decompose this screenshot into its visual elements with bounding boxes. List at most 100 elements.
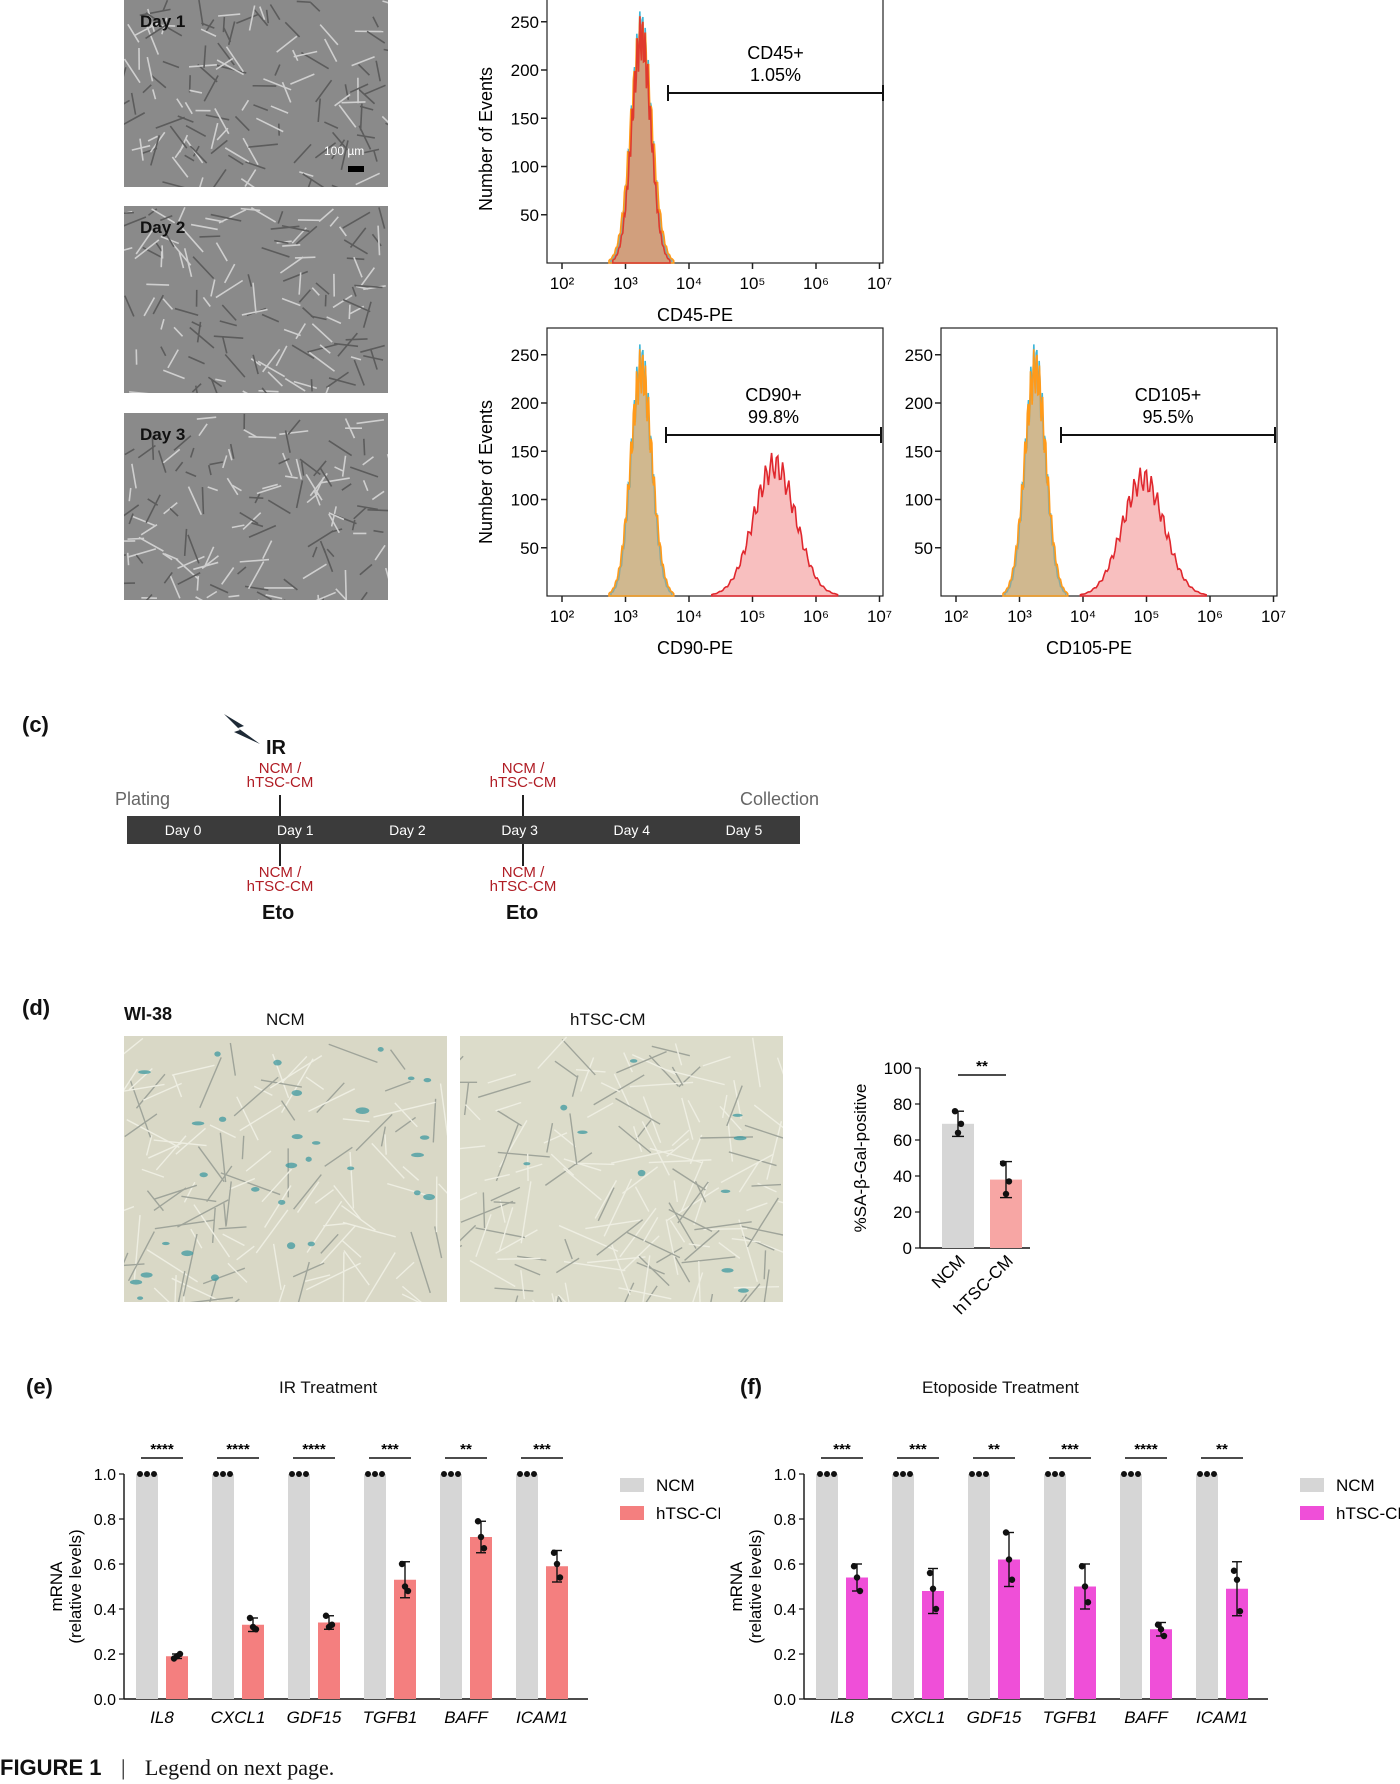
bar-htsc-cm xyxy=(846,1577,868,1699)
bar-ncm xyxy=(968,1474,990,1699)
x-tick-label: BAFF xyxy=(444,1708,489,1727)
plot-frame xyxy=(940,327,1278,597)
x-tick-label: 10⁴ xyxy=(676,607,702,626)
data-point xyxy=(303,1471,309,1477)
media-line1: NCM / xyxy=(501,760,545,777)
panel-f-title: Etoposide Treatment xyxy=(922,1378,1079,1397)
data-point xyxy=(246,1614,254,1622)
data-point xyxy=(976,1471,982,1477)
micrograph-day3: Day 3 xyxy=(124,413,388,600)
y-tick-label: 250 xyxy=(511,13,539,32)
data-point xyxy=(176,1650,184,1658)
legend-label: NCM xyxy=(1336,1476,1375,1495)
data-point xyxy=(1045,1471,1051,1477)
y-axis-label-line2: (relative levels) xyxy=(66,1529,85,1643)
timeline-day: Day 5 xyxy=(725,822,763,838)
media-line2: hTSC-CM xyxy=(489,878,557,895)
media-bottom-day1: NCM / hTSC-CM xyxy=(220,864,340,895)
stain-texture xyxy=(460,1036,783,1302)
cell-texture xyxy=(124,413,388,600)
caption-text: Legend on next page. xyxy=(144,1755,335,1780)
significance-label: **** xyxy=(150,1441,174,1458)
significance-label: *** xyxy=(533,1441,551,1458)
data-point xyxy=(474,1518,482,1525)
data-point xyxy=(1157,1626,1165,1633)
bar-htsc-cm xyxy=(470,1537,492,1699)
media-top-day1: NCM / hTSC-CM xyxy=(220,760,340,790)
data-point xyxy=(328,1621,336,1628)
y-tick-label: 50 xyxy=(520,539,539,558)
data-point xyxy=(477,1533,485,1541)
tick-bottom-day3 xyxy=(522,844,524,866)
data-point xyxy=(289,1471,295,1477)
plot-frame xyxy=(546,0,884,264)
tick-bottom-day1 xyxy=(279,844,281,866)
data-point xyxy=(856,1587,864,1595)
media-line2: hTSC-CM xyxy=(246,878,314,895)
media-line1: NCM / xyxy=(258,864,302,881)
y-axis-label: Number of Events xyxy=(476,400,496,544)
significance-label: ** xyxy=(1216,1441,1228,1458)
media-top-day3: NCM / hTSC-CM xyxy=(463,760,583,790)
timeline-day: Day 3 xyxy=(501,822,538,838)
data-point xyxy=(1211,1471,1217,1477)
data-point xyxy=(999,1160,1007,1167)
collection-label: Collection xyxy=(740,789,820,809)
x-tick-label: 10⁷ xyxy=(867,274,892,293)
media-line1: NCM / xyxy=(258,760,302,777)
micrograph-day1: Day 1 100 µm xyxy=(124,0,388,187)
figure-caption: FIGURE 1 | Legend on next page. xyxy=(0,1755,334,1781)
data-point xyxy=(926,1569,934,1577)
bar-ncm xyxy=(288,1474,310,1699)
histogram-cd45: 50 100 150 200 250 10² 10³ 10⁴ 10⁵ 10⁶ 10⁷ CD45-PE N… xyxy=(476,0,892,325)
data-point xyxy=(1230,1567,1238,1574)
bar-htsc-cm xyxy=(546,1566,568,1699)
media-bottom-day3: NCM / hTSC-CM xyxy=(463,865,583,895)
data-point xyxy=(1121,1471,1127,1477)
gate-title: CD105+ xyxy=(1135,385,1202,405)
micrograph-label: Day 3 xyxy=(140,425,186,444)
cell-line-label: WI-38 xyxy=(124,1004,173,1024)
data-point xyxy=(983,1471,989,1477)
image-title-ncm: NCM xyxy=(266,1010,305,1029)
y-tick-label: 250 xyxy=(511,346,539,365)
bar-ncm xyxy=(440,1474,462,1699)
ir-label: IR xyxy=(266,737,286,759)
etoposide-treatment-bar-chart: 0.0 0.2 0.4 0.6 0.8 1.0 mRNA (relative levels) *… xyxy=(727,1441,1400,1727)
bar-ncm xyxy=(516,1474,538,1699)
caption-separator: | xyxy=(120,1755,126,1780)
bar-ncm xyxy=(1196,1474,1218,1699)
ir-treatment-bar-chart: 0.0 0.2 0.4 0.6 0.8 1.0 mRNA (relative levels) *… xyxy=(47,1441,720,1727)
y-tick-label: 60 xyxy=(893,1131,912,1150)
timeline-day: Day 2 xyxy=(389,822,426,838)
significance-label: *** xyxy=(1061,1441,1079,1458)
data-point xyxy=(893,1471,899,1477)
data-point xyxy=(1236,1608,1244,1615)
data-point xyxy=(227,1471,233,1477)
data-point xyxy=(1052,1471,1058,1477)
x-tick-label: NCM xyxy=(928,1251,969,1292)
bar-ncm xyxy=(892,1474,914,1699)
x-tick-label: CXCL1 xyxy=(211,1708,266,1727)
x-tick-label: 10⁵ xyxy=(1134,607,1160,626)
bar-htsc-cm xyxy=(166,1656,188,1699)
y-tick-label: 200 xyxy=(511,61,539,80)
y-axis-label-line1: mRNA xyxy=(47,1561,66,1612)
data-point xyxy=(957,1120,965,1127)
data-point xyxy=(1002,1190,1010,1198)
data-point xyxy=(1160,1632,1168,1640)
y-tick-label: 150 xyxy=(905,442,933,461)
y-tick-label: 200 xyxy=(511,394,539,413)
y-tick-label: 1.0 xyxy=(774,1467,796,1484)
panel-e-label: (e) xyxy=(26,1374,53,1399)
y-axis-label: Number of Events xyxy=(476,67,496,211)
control-peak-orange xyxy=(608,349,675,597)
x-tick-label: 10³ xyxy=(613,274,638,293)
data-point xyxy=(322,1612,330,1619)
stained-peak-red xyxy=(1079,467,1207,597)
data-point xyxy=(932,1605,940,1613)
data-point xyxy=(151,1471,157,1477)
data-point xyxy=(252,1626,260,1633)
y-tick-label: 50 xyxy=(520,206,539,225)
bar-htsc-cm xyxy=(318,1622,340,1699)
